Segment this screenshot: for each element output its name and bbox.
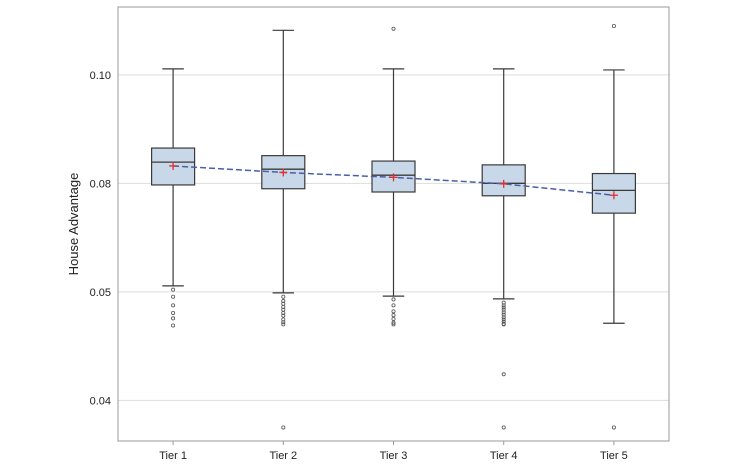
outlier-point	[281, 320, 286, 325]
mean-marker	[279, 168, 288, 177]
outlier-point	[391, 320, 396, 325]
outlier-point	[501, 312, 506, 317]
mean-marker	[609, 191, 618, 200]
box-group	[151, 68, 196, 328]
outlier-point	[501, 425, 506, 430]
y-axis-title: House Advantage	[66, 173, 81, 276]
outlier-point	[281, 425, 286, 430]
outlier-point	[171, 316, 176, 321]
outlier-point	[611, 425, 616, 430]
box-group	[591, 23, 637, 430]
outlier-point	[501, 307, 506, 312]
x-tick-label: Tier 4	[490, 450, 518, 462]
outlier-point	[391, 316, 396, 321]
outlier-point	[501, 317, 506, 322]
mean-marker	[499, 179, 508, 188]
outlier-point	[391, 322, 396, 327]
outlier-point	[501, 315, 506, 320]
mean-marker	[389, 173, 398, 182]
outlier-point	[391, 313, 396, 318]
y-tick-labels: 0.04 0.05 0.08 0.10	[90, 70, 111, 408]
outlier-point	[171, 323, 176, 328]
outlier-point	[281, 317, 286, 322]
outlier-point	[501, 303, 506, 308]
y-tick-label: 0.04	[90, 395, 111, 407]
outlier-point	[501, 372, 506, 377]
x-tick-label: Tier 2	[269, 450, 297, 462]
outlier-point	[501, 300, 506, 305]
outlier-point	[281, 305, 286, 310]
outlier-point	[391, 26, 396, 31]
outlier-point	[281, 299, 286, 304]
outlier-point	[171, 294, 176, 299]
x-tick-label: Tier 3	[380, 450, 408, 462]
y-tick-label: 0.10	[90, 70, 111, 82]
outlier-point	[501, 305, 506, 310]
outlier-point	[501, 322, 506, 327]
box-group	[481, 68, 526, 430]
outlier-point	[171, 303, 176, 308]
outlier-point	[501, 310, 506, 315]
mean-marker	[169, 161, 178, 170]
outlier-point	[611, 23, 616, 28]
x-tick-label: Tier 5	[600, 450, 628, 462]
outlier-point	[281, 294, 286, 299]
y-tick-label: 0.08	[90, 178, 111, 190]
y-tick-label: 0.05	[90, 287, 111, 299]
outlier-point	[281, 310, 286, 315]
outlier-point	[391, 303, 396, 308]
box-group	[261, 29, 306, 430]
boxes	[151, 23, 637, 430]
outlier-point	[501, 319, 506, 324]
x-tick-label: Tier 1	[159, 450, 187, 462]
outlier-point	[281, 313, 286, 318]
outlier-point	[281, 322, 286, 327]
mean-trend	[169, 161, 618, 200]
x-tick-labels: Tier 1 Tier 2 Tier 3 Tier 4 Tier 5	[159, 441, 628, 462]
outlier-point	[391, 297, 396, 302]
outlier-point	[171, 310, 176, 315]
outlier-point	[171, 287, 176, 292]
outlier-point	[391, 309, 396, 314]
